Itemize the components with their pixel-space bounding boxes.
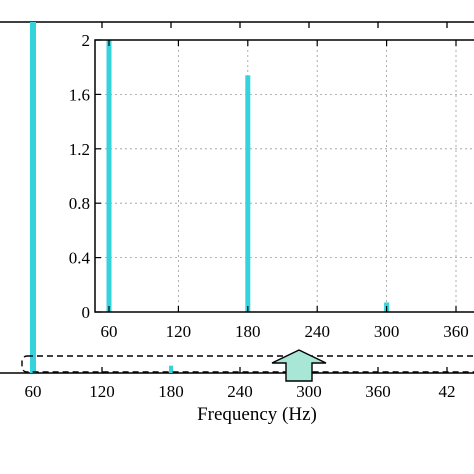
inset-frame [94,39,474,313]
main-x-tick-label: 60 [25,382,42,401]
inset-bar [106,40,112,312]
main-x-tick-label: 300 [296,382,322,401]
inset-x-tick-label: 180 [235,322,261,341]
main-bar [30,22,36,373]
main-x-tick-label: 180 [158,382,184,401]
inset-chart: 60 120 180 240 300 360 0 0.4 0.8 1.2 1.6 2 [69,31,474,341]
inset-y-tick-label: 0 [82,303,91,322]
main-x-tick-label: 360 [365,382,391,401]
inset-bar [245,75,251,312]
zoom-arrow-icon [271,349,327,382]
main-x-tick-label: 120 [89,382,115,401]
selection-box [21,355,474,373]
inset-x-tick-label: 120 [166,322,192,341]
inset-x-tick-label: 300 [374,322,400,341]
inset-y-tick-label: 0.8 [69,194,90,213]
main-bar [169,365,173,373]
main-x-tick-label: 240 [227,382,253,401]
inset-y-tick-label: 0.4 [69,249,91,268]
inset-x-tick-label: 240 [304,322,330,341]
inset-background [95,40,474,312]
main-x-tick-label: 42 [439,382,456,401]
inset-x-tick-label: 60 [101,322,118,341]
inset-y-tick-label: 1.6 [69,85,90,104]
x-axis-label: Frequency (Hz) [197,404,317,425]
inset-x-tick-label: 360 [443,322,469,341]
inset-y-tick-label: 1.2 [69,140,90,159]
main-chart: 60 120 180 240 300 360 42 [0,21,474,401]
inset-y-tick-label: 2 [82,31,91,50]
